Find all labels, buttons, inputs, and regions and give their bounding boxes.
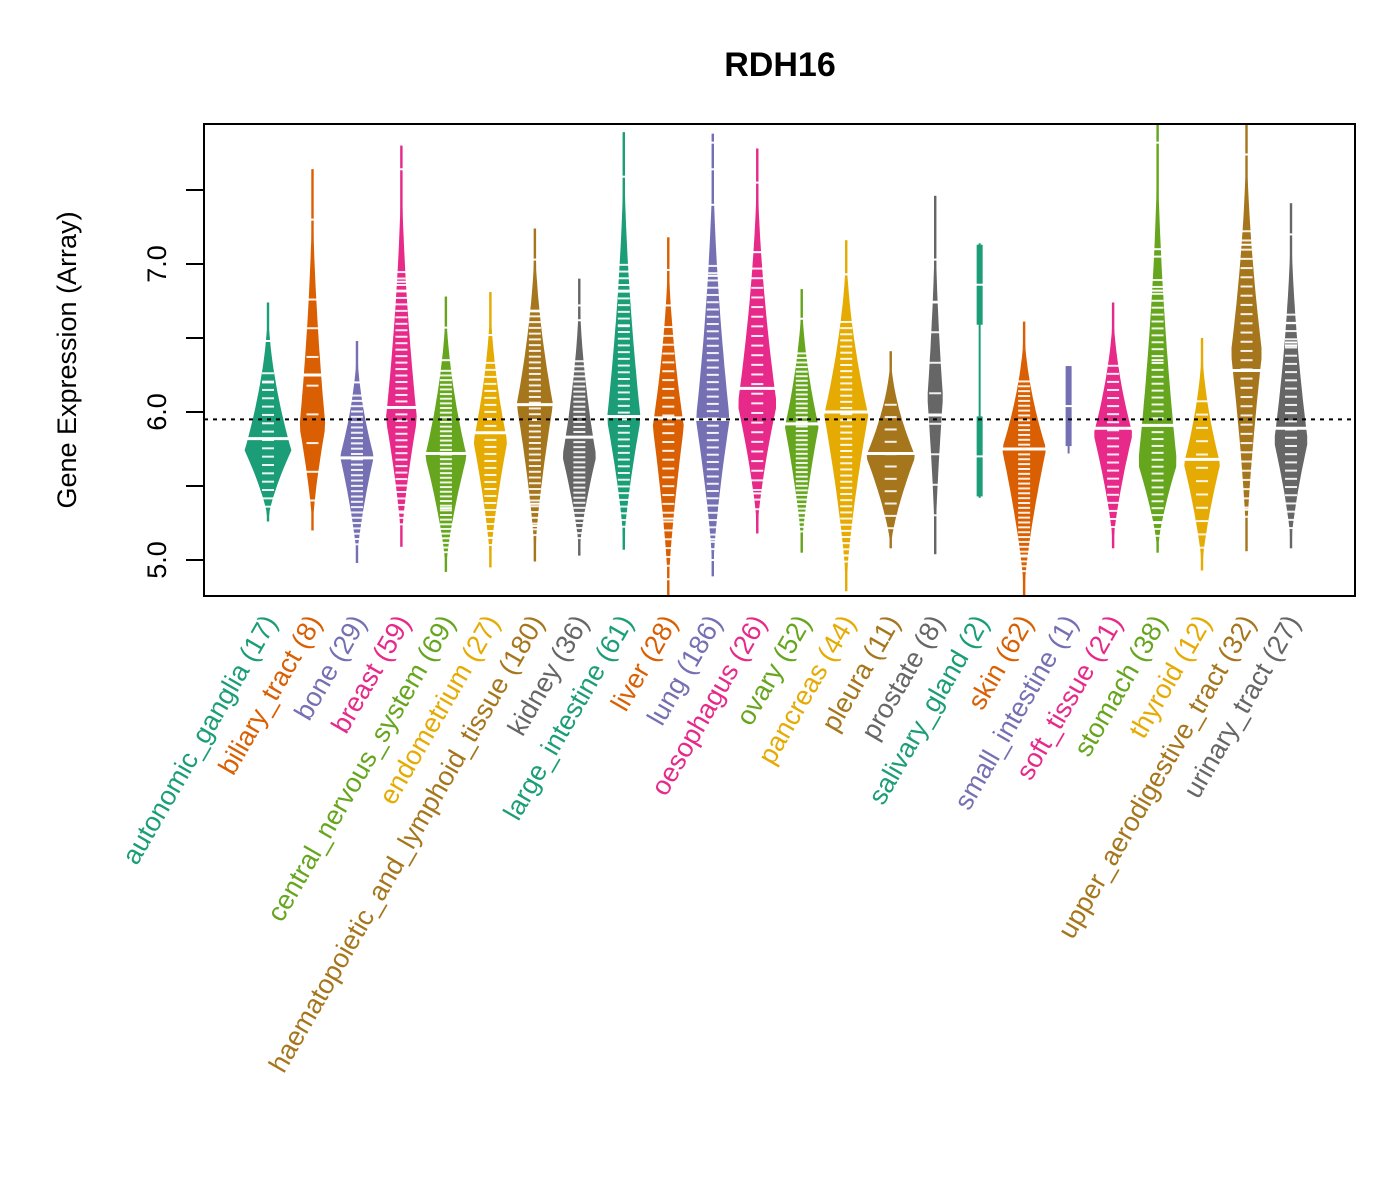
bean-density: [516, 228, 553, 562]
chart-title: RDH16: [724, 46, 835, 84]
bean-pancreas: [822, 240, 871, 592]
bean-density: [824, 240, 869, 592]
bean-density: [696, 133, 730, 577]
bean-density: [866, 351, 915, 549]
bean-liver: [650, 237, 686, 596]
bean-endometrium: [471, 292, 510, 568]
bean-large_intestine: [604, 132, 643, 550]
bean-biliary_tract: [297, 169, 328, 531]
bean-density: [1231, 123, 1262, 552]
bean-urinary_tract: [1272, 203, 1310, 549]
bean-density: [299, 169, 326, 531]
bean-soft_tissue: [1091, 302, 1135, 549]
bean-prostate: [925, 195, 945, 555]
bean-bone: [338, 340, 376, 563]
bean-ovary: [782, 289, 821, 553]
bean-pleura: [863, 351, 918, 549]
y-axis: 5.0 6.0 7.0: [142, 189, 204, 579]
bean-salivary_gland: [972, 243, 987, 498]
bean-density: [738, 148, 776, 534]
bean-haematopoietic_and_lymphoid_tissue: [514, 228, 556, 562]
bean-upper_aerodigestive_tract: [1228, 123, 1265, 552]
bean-autonomic_ganglia: [242, 302, 294, 522]
bean-kidney: [560, 278, 599, 556]
bean-density: [1274, 203, 1308, 549]
y-axis-label: Gene Expression (Array): [52, 211, 82, 508]
beans-layer: [242, 123, 1310, 596]
bean-stomach: [1136, 123, 1180, 553]
bean-breast: [383, 145, 420, 547]
bean-central_nervous_system: [423, 296, 469, 572]
bean-density: [425, 296, 467, 572]
bean-small_intestine: [1061, 366, 1076, 454]
bean-density: [1094, 302, 1132, 549]
bean-density: [1138, 123, 1177, 553]
bean-density: [386, 145, 417, 547]
bean-thyroid: [1181, 338, 1223, 571]
y-tick-label: 7.0: [142, 245, 172, 283]
bean-density: [927, 195, 943, 555]
y-tick-label: 6.0: [142, 393, 172, 431]
bean-density: [607, 132, 641, 550]
bean-density: [473, 292, 507, 568]
y-tick-label: 5.0: [142, 541, 172, 579]
bean-oesophagus: [735, 148, 779, 534]
bean-density: [244, 302, 292, 522]
bean-skin: [1000, 321, 1049, 596]
plot-frame: [203, 123, 1356, 597]
bean-lung: [693, 133, 732, 577]
x-axis-labels: autonomic_ganglia (17)biliary_tract (8)b…: [116, 610, 1306, 1077]
bean-density: [340, 341, 374, 563]
